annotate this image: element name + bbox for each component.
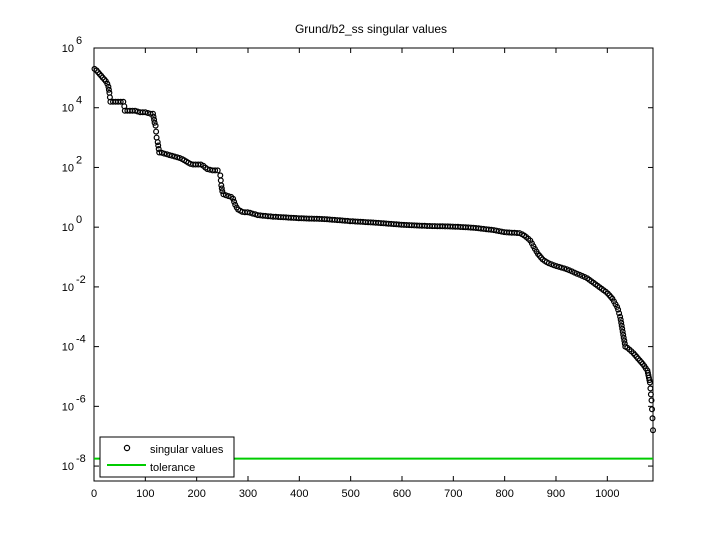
singular-value-point <box>152 122 159 129</box>
singular-value-point <box>646 377 653 384</box>
singular-value-point <box>150 113 157 120</box>
y-tick-label: 10 <box>62 461 74 473</box>
x-tick-label: 100 <box>136 488 154 500</box>
singular-value-point <box>618 319 625 326</box>
y-tick-exponent: 6 <box>76 35 82 47</box>
singular-value-point <box>617 316 624 323</box>
singular-value-point <box>174 154 181 161</box>
singular-value-point <box>161 150 168 157</box>
singular-value-point <box>142 109 149 116</box>
y-tick-exponent: 0 <box>76 214 82 226</box>
y-tick-label: 10 <box>62 43 74 55</box>
singular-value-point <box>204 166 211 173</box>
singular-value-point <box>225 193 232 200</box>
x-tick-label: 200 <box>187 488 205 500</box>
singular-value-point <box>617 313 624 320</box>
y-tick-exponent: 4 <box>76 95 82 107</box>
chart-title: Grund/b2_ss singular values <box>295 22 447 36</box>
singular-value-point <box>244 209 251 216</box>
singular-value-point <box>556 263 563 270</box>
x-tick-label: 1000 <box>595 488 619 500</box>
singular-value-point <box>249 210 256 217</box>
singular-value-point <box>105 86 112 93</box>
singular-value-point <box>104 80 111 87</box>
singular-value-point <box>230 195 237 202</box>
legend-marker-singular-values <box>123 444 131 452</box>
legend: singular values tolerance <box>99 436 235 478</box>
singular-value-point <box>151 116 158 123</box>
y-tick-exponent: -4 <box>76 334 86 346</box>
singular-value-point <box>621 337 628 344</box>
x-tick-label: 800 <box>495 488 513 500</box>
singular-value-point <box>561 265 568 272</box>
singular-value-point <box>558 264 565 271</box>
singular-value-point <box>166 152 173 159</box>
singular-value-point <box>171 153 178 160</box>
singular-value-point <box>615 306 622 313</box>
singular-value-point <box>619 325 626 332</box>
legend-box <box>99 436 235 478</box>
x-tick-label: 600 <box>393 488 411 500</box>
singular-value-point <box>147 110 154 117</box>
singular-value-point <box>553 263 560 270</box>
y-tick-exponent: -2 <box>76 274 86 286</box>
y-tick-label: 10 <box>62 103 74 115</box>
singular-value-point <box>214 167 221 174</box>
singular-value-point <box>649 427 656 434</box>
y-tick-exponent: -6 <box>76 393 86 405</box>
singular-value-point <box>150 110 157 117</box>
singular-value-point <box>648 397 655 404</box>
singular-value-point <box>616 310 623 317</box>
x-tick-label: 300 <box>239 488 257 500</box>
singular-value-point <box>163 151 170 158</box>
singular-value-point <box>155 146 162 153</box>
singular-value-point <box>218 185 225 192</box>
singular-value-point <box>614 303 621 310</box>
singular-value-point <box>648 406 655 413</box>
plot-area: 0 100 200 300 400 500 600 700 800 900 100010-810-6… <box>62 35 656 500</box>
x-tick-label: 900 <box>547 488 565 500</box>
y-tick-label: 10 <box>62 162 74 174</box>
x-tick-label: 0 <box>91 488 97 500</box>
singular-value-point <box>218 182 225 189</box>
y-tick-exponent: -8 <box>76 453 86 465</box>
singular-value-point <box>550 262 557 269</box>
singular-value-point <box>620 334 627 341</box>
y-tick-label: 10 <box>62 401 74 413</box>
singular-value-point <box>646 379 653 386</box>
singular-value-point <box>212 167 219 174</box>
singular-value-point <box>219 188 226 195</box>
singular-value-point <box>105 83 112 90</box>
singular-value-point <box>153 128 160 135</box>
singular-value-point <box>247 209 254 216</box>
singular-value-point <box>621 340 628 347</box>
singular-value-point <box>231 198 238 205</box>
y-tick-exponent: 2 <box>76 154 82 166</box>
legend-label-singular-values: singular values <box>150 444 224 456</box>
x-tick-label: 400 <box>290 488 308 500</box>
singular-value-point <box>151 119 158 126</box>
singular-value-point <box>647 385 654 392</box>
singular-value-point <box>649 415 656 422</box>
singular-value-point <box>619 328 626 335</box>
singular-value-point <box>155 142 162 149</box>
singular-value-point <box>647 391 654 398</box>
singular-value-point <box>620 331 627 338</box>
singular-value-point <box>618 322 625 329</box>
y-tick-label: 10 <box>62 222 74 234</box>
y-tick-label: 10 <box>62 282 74 294</box>
legend-label-tolerance: tolerance <box>150 462 195 474</box>
singular-value-point <box>154 139 161 146</box>
singular-value-point <box>222 192 229 199</box>
singular-value-point <box>169 152 176 159</box>
x-tick-label: 500 <box>341 488 359 500</box>
y-tick-label: 10 <box>62 342 74 354</box>
singular-value-point <box>117 98 124 105</box>
x-tick-label: 700 <box>444 488 462 500</box>
axes-frame <box>93 47 654 482</box>
singular-value-markers <box>91 65 656 434</box>
